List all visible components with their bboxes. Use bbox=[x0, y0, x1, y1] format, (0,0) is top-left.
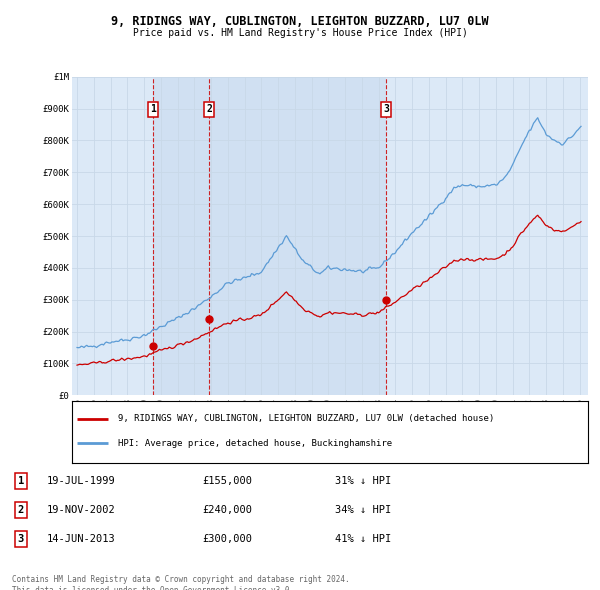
Text: 3: 3 bbox=[17, 534, 24, 544]
Text: 9, RIDINGS WAY, CUBLINGTON, LEIGHTON BUZZARD, LU7 0LW (detached house): 9, RIDINGS WAY, CUBLINGTON, LEIGHTON BUZ… bbox=[118, 414, 494, 423]
Text: 1: 1 bbox=[17, 476, 24, 486]
Text: £300,000: £300,000 bbox=[202, 534, 252, 544]
Text: 14-JUN-2013: 14-JUN-2013 bbox=[47, 534, 115, 544]
Text: Price paid vs. HM Land Registry's House Price Index (HPI): Price paid vs. HM Land Registry's House … bbox=[133, 28, 467, 38]
Text: Contains HM Land Registry data © Crown copyright and database right 2024.
This d: Contains HM Land Registry data © Crown c… bbox=[12, 575, 350, 590]
Bar bbox=[209, 77, 386, 395]
Text: 34% ↓ HPI: 34% ↓ HPI bbox=[335, 505, 391, 515]
Text: 19-NOV-2002: 19-NOV-2002 bbox=[47, 505, 115, 515]
Text: 19-JUL-1999: 19-JUL-1999 bbox=[47, 476, 115, 486]
Text: 1: 1 bbox=[150, 104, 156, 114]
Text: £240,000: £240,000 bbox=[202, 505, 252, 515]
Text: 2: 2 bbox=[17, 505, 24, 515]
Text: 2: 2 bbox=[206, 104, 212, 114]
Bar bbox=[153, 77, 209, 395]
Text: 9, RIDINGS WAY, CUBLINGTON, LEIGHTON BUZZARD, LU7 0LW: 9, RIDINGS WAY, CUBLINGTON, LEIGHTON BUZ… bbox=[111, 15, 489, 28]
Text: 3: 3 bbox=[383, 104, 389, 114]
Text: £155,000: £155,000 bbox=[202, 476, 252, 486]
Text: HPI: Average price, detached house, Buckinghamshire: HPI: Average price, detached house, Buck… bbox=[118, 439, 392, 448]
Text: 41% ↓ HPI: 41% ↓ HPI bbox=[335, 534, 391, 544]
Text: 31% ↓ HPI: 31% ↓ HPI bbox=[335, 476, 391, 486]
